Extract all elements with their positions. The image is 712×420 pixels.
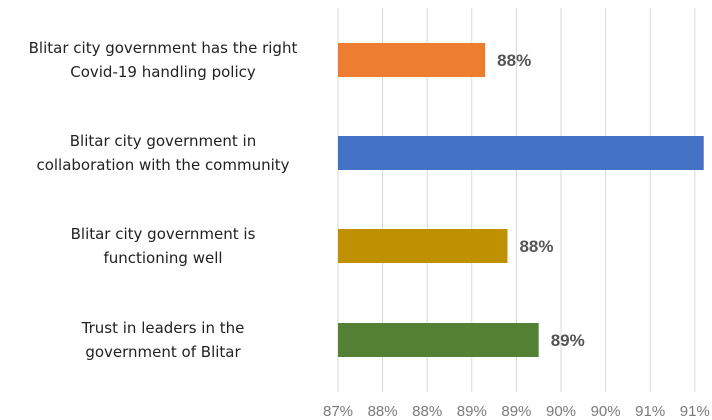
- bar: [338, 323, 539, 357]
- data-label: 88%: [519, 237, 553, 256]
- x-tick-label: 88%: [412, 403, 442, 420]
- category-label: Blitar city government is: [71, 225, 256, 243]
- category-label: Covid-19 handling policy: [70, 63, 256, 81]
- category-label: collaboration with the community: [36, 156, 289, 174]
- x-tick-label: 91%: [635, 403, 665, 420]
- x-tick-label: 90%: [546, 403, 576, 420]
- category-label: Blitar city government in: [70, 132, 256, 150]
- x-tick-label: 91%: [680, 403, 710, 420]
- x-tick-label: 87%: [323, 403, 353, 420]
- data-label: 89%: [551, 331, 585, 350]
- x-tick-label: 90%: [591, 403, 621, 420]
- data-labels: 88%91%88%89%: [497, 51, 585, 350]
- bar: [338, 43, 486, 77]
- x-axis-tick-labels: 87%88%88%89%89%90%90%91%91%91%: [323, 403, 710, 420]
- x-tick-label: 88%: [368, 403, 398, 420]
- data-label: 88%: [497, 51, 531, 70]
- category-label: Trust in leaders in the: [81, 319, 245, 337]
- x-tick-label: 89%: [501, 403, 531, 420]
- category-label: government of Blitar: [85, 343, 241, 361]
- category-label: Blitar city government has the right: [29, 39, 298, 57]
- category-label: functioning well: [103, 249, 222, 267]
- bar: [338, 229, 508, 263]
- category-labels: Blitar city government has the right Covi…: [29, 39, 298, 361]
- x-tick-label: 89%: [457, 403, 487, 420]
- bars: [338, 43, 704, 357]
- bar: [338, 136, 704, 170]
